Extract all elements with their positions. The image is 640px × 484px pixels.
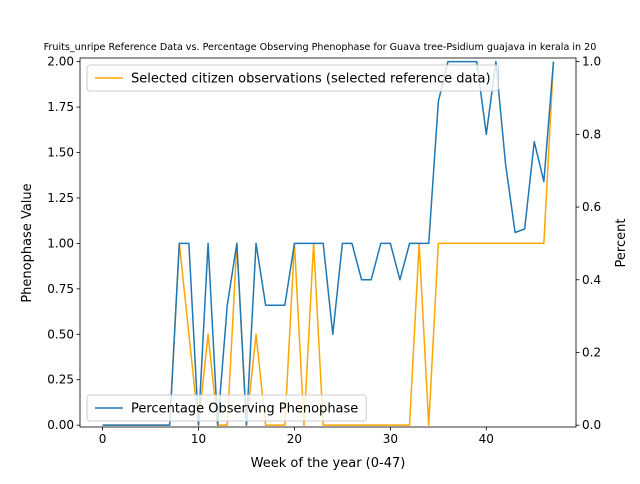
legends: Selected citizen observations (selected … xyxy=(86,64,500,422)
y-right-tick-label: 0.2 xyxy=(582,345,601,359)
legend-percentage: Percentage Observing Phenophase xyxy=(86,394,367,422)
axes-frame xyxy=(79,57,577,428)
y-right-tick-label: 0.4 xyxy=(582,273,601,287)
y-left-tick-label: 0.25 xyxy=(47,373,74,387)
legend-box xyxy=(86,394,367,422)
x-tick-label: 10 xyxy=(191,432,206,446)
y-axis-label-right: Percent xyxy=(614,219,629,268)
y-right-tick-label: 1.0 xyxy=(582,55,601,69)
x-tick-label: 0 xyxy=(99,432,107,446)
y-right-tick-label: 0.0 xyxy=(582,418,601,432)
y-axis-label-left: Phenophase Value xyxy=(20,183,35,302)
y-left-tick-label: 0.00 xyxy=(47,418,74,432)
axes: 0 10 20 30 40 0.00 0.25 0.50 0.75 1.00 1.25 1.50 1.7… xyxy=(47,55,601,446)
x-tick-label: 40 xyxy=(479,432,494,446)
y-left-tick-label: 2.00 xyxy=(47,55,74,69)
y-left-tick-label: 0.50 xyxy=(47,327,74,341)
legend-box xyxy=(86,64,500,92)
chart-title: Fruits_unripe Reference Data vs. Percent… xyxy=(44,42,597,53)
x-tick-label: 20 xyxy=(287,432,302,446)
x-axis-label: Week of the year (0-47) xyxy=(251,456,406,471)
y-left-tick-label: 1.25 xyxy=(47,191,74,205)
y-left-tick-label: 0.75 xyxy=(47,282,74,296)
y-left-tick-label: 1.50 xyxy=(47,146,74,160)
legend-reference: Selected citizen observations (selected … xyxy=(86,64,500,92)
y-left-tick-label: 1.00 xyxy=(47,236,74,250)
legend-label: Percentage Observing Phenophase xyxy=(131,402,358,417)
y-right-tick-label: 0.6 xyxy=(582,200,601,214)
y-left-tick-label: 1.75 xyxy=(47,100,74,114)
x-tick-label: 30 xyxy=(383,432,398,446)
y-right-tick-label: 0.8 xyxy=(582,127,601,141)
legend-label: Selected citizen observations (selected … xyxy=(131,72,491,87)
